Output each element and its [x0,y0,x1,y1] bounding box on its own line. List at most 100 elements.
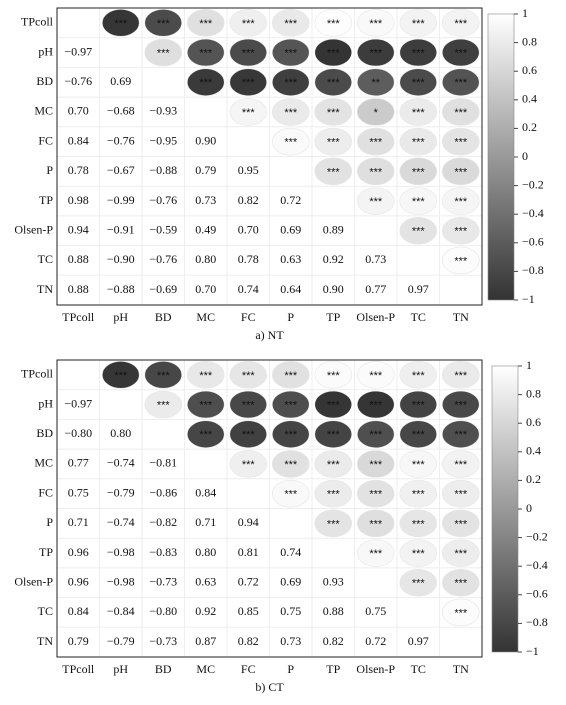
correlation-value: 0.89 [323,223,344,237]
correlation-ellipse [271,479,310,508]
correlation-value: 0.90 [323,282,344,296]
significance-stars: *** [454,459,468,471]
correlation-value: −0.97 [64,44,92,58]
correlation-value: 0.98 [68,193,89,207]
row-label: TN [37,634,53,648]
colorbar-tick-label: −0.8 [526,615,548,629]
significance-stars: *** [199,370,213,382]
correlation-ellipse [101,361,140,389]
correlation-value: −0.84 [107,604,135,618]
correlation-ellipse [186,390,225,419]
correlation-value: −0.99 [107,193,135,207]
row-label: MC [34,456,53,470]
column-label: TC [411,662,426,676]
row-label: TP [39,545,53,559]
significance-stars: ** [371,77,380,89]
correlation-ellipse [356,509,395,538]
correlation-value: −0.67 [107,163,135,177]
correlation-ellipse [399,187,438,215]
correlation-value: 0.93 [323,575,344,589]
correlation-value: 0.88 [68,282,89,296]
correlation-ellipse [441,450,480,478]
significance-stars: *** [284,489,298,501]
correlation-value: −0.95 [149,133,177,147]
significance-stars: *** [242,429,256,441]
row-label: TPcoll [21,15,54,29]
row-label: Olsen-P [14,575,53,589]
correlation-value: −0.82 [149,515,177,529]
correlation-ellipse [186,38,225,67]
significance-stars: *** [412,226,426,238]
correlation-value: −0.86 [149,485,177,499]
correlation-value: −0.79 [107,485,135,499]
correlation-ellipse [356,9,395,37]
significance-stars: *** [199,77,213,89]
colorbar-tick-label: −1 [526,644,539,658]
correlation-ellipse [399,157,438,186]
significance-stars: *** [412,166,426,178]
significance-stars: *** [242,399,256,411]
row-label: TN [37,282,53,296]
row-label: MC [34,104,53,118]
correlation-value: 0.63 [195,575,216,589]
correlation-value: 0.75 [365,604,386,618]
correlation-ellipse [356,98,395,126]
correlation-ellipse [356,450,395,478]
correlation-ellipse [441,420,480,449]
colorbar-tick-label: 0.2 [522,120,537,134]
correlation-ellipse [441,38,480,67]
correlation-ellipse [356,479,395,508]
correlation-ellipse [229,390,268,419]
correlation-ellipse [356,361,395,389]
correlation-value: 0.84 [68,604,89,618]
significance-stars: *** [412,137,426,149]
correlation-ellipse [356,68,395,97]
correlation-ellipse [314,479,353,508]
correlation-value: 0.64 [280,282,301,296]
significance-stars: *** [199,18,213,30]
correlation-ellipse [271,98,310,126]
correlation-ellipse [399,98,438,126]
colorbar-tick-label: 0 [526,501,532,515]
correlation-ellipse [271,420,310,449]
correlation-value: 0.72 [238,575,259,589]
correlation-value: 0.82 [238,634,259,648]
correlation-value: −0.76 [149,252,177,266]
correlation-value: 0.77 [365,282,386,296]
colorbar-tick-label: 1 [522,6,528,20]
significance-stars: *** [369,459,383,471]
correlation-ellipse [314,127,353,156]
significance-stars: *** [454,399,468,411]
significance-stars: *** [199,47,213,59]
significance-stars: *** [412,578,426,590]
chart-title: a) NT [255,328,284,342]
column-label: TC [411,310,426,324]
column-label: P [287,662,294,676]
significance-stars: *** [454,370,468,382]
column-label: MC [196,310,215,324]
correlation-ellipse [314,38,353,67]
correlation-value: 0.70 [68,104,89,118]
correlation-value: 0.69 [280,223,301,237]
correlation-value: −0.81 [149,456,177,470]
column-label: P [287,310,294,324]
significance-stars: *** [454,226,468,238]
correlation-ellipse [271,390,310,419]
correlation-ellipse [314,9,353,37]
significance-stars: *** [327,166,341,178]
significance-stars: *** [412,18,426,30]
significance-stars: *** [284,47,298,59]
correlation-ellipse [441,216,480,245]
significance-stars: *** [412,548,426,560]
row-label: BD [36,426,53,440]
correlation-value: −0.83 [149,545,177,559]
correlation-ellipse [144,361,183,389]
correlation-ellipse [314,390,353,419]
correlation-ellipse [229,9,268,37]
significance-stars: *** [114,370,128,382]
correlation-value: 0.84 [195,485,216,499]
row-label: TPcoll [21,367,54,381]
row-label: BD [36,74,53,88]
significance-stars: *** [327,47,341,59]
correlation-ellipse [314,361,353,389]
